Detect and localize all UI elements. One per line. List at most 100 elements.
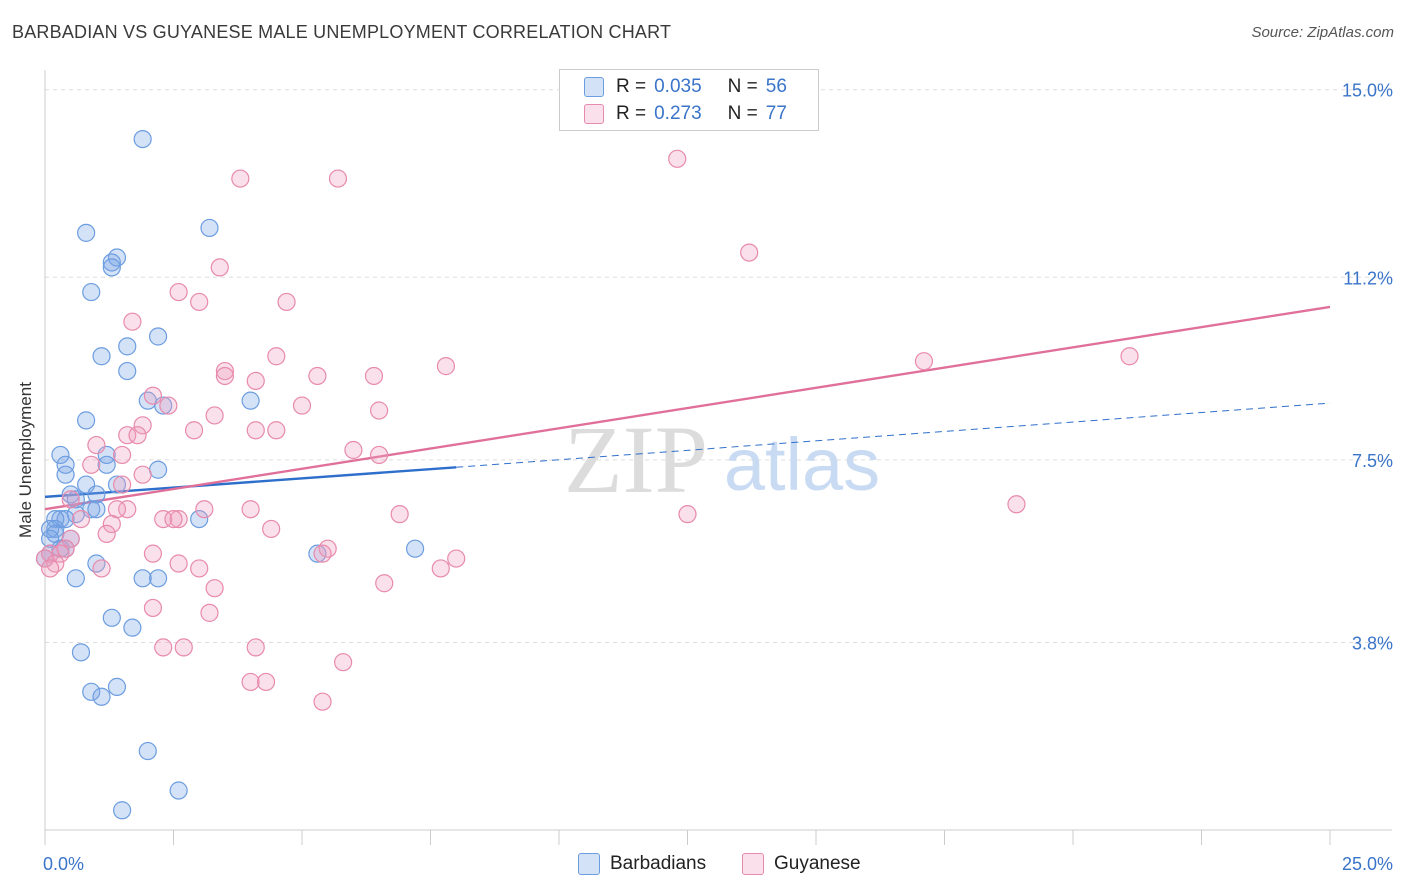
point-barbadians	[71, 643, 91, 662]
tick-labels: 3.8% 7.5% 11.2% 15.0% 0.0% 25.0%	[43, 81, 1393, 874]
point-barbadians	[148, 569, 168, 588]
point-barbadians	[148, 460, 168, 479]
point-barbadians	[200, 218, 219, 238]
point-barbadians	[133, 129, 152, 149]
point-guyanese	[143, 386, 163, 405]
point-guyanese	[200, 603, 219, 622]
point-guyanese	[740, 243, 759, 262]
point-barbadians	[87, 554, 106, 573]
point-guyanese	[190, 292, 209, 312]
point-barbadians	[82, 682, 101, 701]
point-guyanese	[215, 366, 234, 386]
point-barbadians	[138, 741, 157, 761]
x-tick-label-min: 0.0%	[43, 854, 84, 874]
point-barbadians	[77, 411, 96, 430]
point-barbadians	[66, 569, 85, 588]
trendline-barbadians	[456, 402, 1331, 468]
x-tick-label-max: 25.0%	[1342, 854, 1393, 874]
point-barbadians	[61, 485, 80, 504]
legend-item-barbadians[interactable]: Barbadians	[578, 852, 706, 876]
point-guyanese	[41, 544, 60, 563]
point-guyanese	[447, 549, 466, 568]
point-barbadians	[148, 327, 168, 346]
point-barbadians	[102, 608, 121, 627]
point-guyanese	[92, 559, 111, 578]
y-axis-label: Male Unemployment	[16, 382, 35, 538]
point-guyanese	[174, 638, 193, 657]
point-barbadians	[405, 539, 425, 558]
point-guyanese	[246, 421, 265, 440]
point-guyanese	[143, 598, 163, 618]
legend-swatch-barbadians	[578, 853, 600, 875]
point-guyanese	[328, 169, 348, 188]
point-barbadians	[107, 248, 127, 267]
point-guyanese	[169, 554, 188, 573]
point-guyanese	[241, 672, 260, 692]
point-guyanese	[313, 544, 332, 563]
point-guyanese	[128, 426, 147, 445]
chart-title: BARBADIAN VS GUYANESE MALE UNEMPLOYMENT …	[12, 22, 672, 42]
point-guyanese	[184, 421, 204, 440]
point-guyanese	[344, 440, 363, 460]
point-guyanese	[334, 653, 353, 672]
point-barbadians	[123, 618, 142, 637]
stats-legend-barbadians: R = 0.035 N = 56	[584, 74, 787, 100]
point-guyanese	[82, 455, 101, 474]
point-barbadians	[51, 445, 70, 465]
point-guyanese	[364, 366, 384, 386]
point-guyanese	[159, 396, 178, 415]
r-value-guyanese: 0.273	[654, 103, 702, 124]
point-guyanese	[195, 500, 214, 519]
point-guyanese	[154, 509, 173, 529]
y-tick-label: 3.8%	[1352, 633, 1393, 653]
point-guyanese	[1120, 347, 1139, 366]
point-guyanese	[436, 357, 456, 376]
point-guyanese	[292, 396, 312, 415]
point-barbadians	[118, 361, 137, 381]
legend-item-guyanese[interactable]: Guyanese	[742, 852, 861, 876]
point-guyanese	[123, 312, 142, 331]
point-guyanese	[267, 347, 286, 366]
point-barbadians	[56, 465, 75, 484]
point-guyanese	[246, 371, 265, 391]
stats-legend: R = 0.035 N = 56 R = 0.273 N = 77	[559, 69, 819, 131]
point-barbadians	[118, 337, 137, 356]
point-guyanese	[118, 426, 137, 445]
watermark: ZIP atlas	[564, 406, 880, 513]
point-guyanese	[668, 149, 687, 168]
point-guyanese	[118, 500, 137, 519]
r-label: R =	[616, 76, 647, 97]
point-barbadians	[169, 781, 188, 800]
point-barbadians	[190, 509, 209, 529]
point-guyanese	[46, 554, 65, 573]
trendline-guyanese	[44, 305, 1331, 511]
point-barbadians	[308, 544, 327, 563]
point-guyanese	[370, 401, 389, 420]
point-barbadians	[107, 475, 127, 494]
n-label: N =	[727, 76, 758, 97]
point-guyanese	[390, 505, 409, 524]
point-guyanese	[102, 514, 121, 534]
point-barbadians	[77, 223, 96, 242]
point-guyanese	[313, 692, 332, 711]
point-barbadians	[102, 253, 121, 272]
point-barbadians	[46, 509, 65, 529]
point-guyanese	[190, 559, 209, 578]
point-guyanese	[61, 529, 80, 548]
point-guyanese	[678, 505, 697, 524]
r-label: R =	[616, 103, 647, 124]
point-guyanese	[246, 638, 265, 657]
point-barbadians	[112, 801, 132, 820]
swatch-barbadians	[584, 77, 604, 97]
point-barbadians	[97, 455, 116, 474]
point-barbadians	[92, 347, 111, 366]
point-guyanese	[205, 406, 224, 425]
point-guyanese	[431, 559, 450, 578]
point-guyanese	[914, 352, 934, 371]
watermark-atlas: atlas	[724, 423, 880, 506]
n-value-guyanese: 77	[765, 103, 787, 124]
point-barbadians	[46, 519, 65, 539]
point-guyanese	[112, 445, 132, 465]
points	[35, 129, 1139, 820]
